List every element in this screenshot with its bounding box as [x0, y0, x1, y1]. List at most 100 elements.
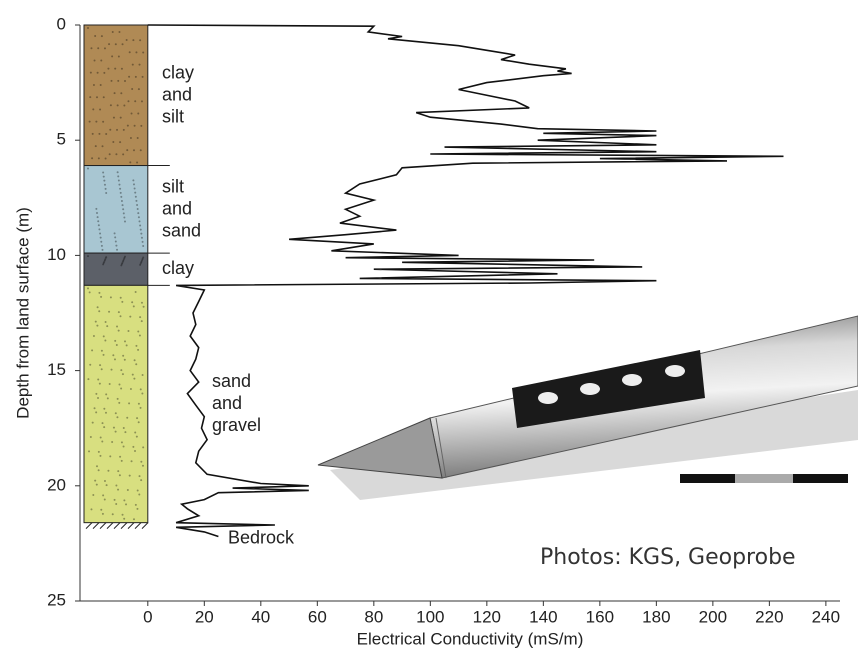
texture-dot: [131, 373, 134, 376]
texture-dot: [92, 493, 95, 496]
texture-dot: [122, 212, 125, 215]
texture-dot: [121, 513, 124, 516]
texture-dot: [103, 183, 106, 186]
texture-dot: [103, 71, 106, 74]
y-tick-label: 0: [57, 14, 66, 33]
texture-dot: [135, 435, 138, 438]
texture-dot: [92, 334, 95, 337]
texture-dot: [90, 508, 93, 511]
texture-dot: [126, 489, 129, 492]
bedrock-hatch: [120, 522, 128, 530]
texture-dot: [140, 232, 143, 235]
texture-dot: [105, 393, 108, 396]
texture-dot: [103, 47, 106, 50]
texture-dot: [109, 455, 112, 458]
texture-dot: [87, 378, 90, 381]
texture-dot: [89, 96, 92, 99]
texture-dot: [91, 349, 94, 352]
texture-dot: [133, 124, 136, 127]
x-tick-label: 220: [755, 607, 783, 626]
texture-dot: [95, 392, 98, 395]
texture-dot: [99, 436, 102, 439]
texture-dot: [120, 92, 123, 95]
texture-dot: [110, 368, 113, 371]
bedrock-hatch: [113, 522, 121, 530]
texture-dot: [99, 236, 102, 239]
y-tick-label: 10: [47, 245, 66, 264]
texture-dot: [121, 373, 124, 376]
texture-dot: [141, 240, 144, 243]
x-axis-label: Electrical Conductivity (mS/m): [357, 629, 584, 648]
texture-dot: [132, 518, 135, 521]
texture-dot: [122, 445, 125, 448]
texture-dot: [98, 291, 101, 294]
texture-dot: [115, 343, 118, 346]
texture-dot: [97, 220, 100, 223]
texture-dot: [97, 47, 100, 50]
texture-dot: [137, 402, 140, 405]
texture-dot: [132, 179, 135, 182]
texture-dot: [142, 305, 145, 308]
x-tick-label: 240: [812, 607, 840, 626]
texture-dot: [139, 224, 142, 227]
texture-dot: [112, 141, 115, 144]
texture-dot: [120, 264, 123, 267]
texture-dot: [94, 145, 97, 148]
texture-dot: [132, 39, 135, 42]
texture-dot: [135, 344, 138, 347]
y-tick-label: 25: [47, 590, 66, 609]
texture-dot: [115, 484, 118, 487]
texture-dot: [137, 88, 140, 91]
texture-dot: [126, 124, 129, 127]
texture-dot: [131, 301, 134, 304]
texture-dot: [105, 133, 108, 135]
texture-dot: [89, 71, 92, 74]
texture-dot: [114, 67, 117, 70]
texture-dot: [102, 494, 105, 497]
texture-dot: [109, 128, 112, 131]
texture-dot: [102, 171, 105, 174]
texture-dot: [92, 83, 95, 86]
texture-dot: [117, 179, 120, 182]
texture-dot: [141, 392, 144, 395]
texture-dot: [142, 244, 145, 247]
texture-dot: [114, 240, 117, 243]
texture-dot: [129, 315, 132, 318]
texture-dot: [116, 104, 119, 107]
texture-dot: [87, 27, 89, 29]
texture-dot: [123, 257, 126, 260]
texture-dot: [102, 263, 105, 266]
x-tick-label: 100: [416, 607, 444, 626]
texture-dot: [92, 108, 95, 111]
texture-dot: [122, 259, 125, 262]
texture-dot: [98, 228, 101, 231]
x-tick-label: 140: [529, 607, 557, 626]
texture-dot: [114, 43, 117, 46]
texture-dot: [126, 416, 129, 419]
texture-dot: [102, 120, 105, 123]
bedrock-hatch: [85, 522, 93, 530]
texture-dot: [120, 369, 123, 372]
texture-dot: [102, 96, 105, 99]
texture-dot: [117, 79, 120, 82]
texture-dot: [90, 47, 93, 50]
texture-dot: [123, 499, 126, 502]
texture-dot: [111, 55, 114, 58]
texture-dot: [98, 310, 101, 313]
texture-dot: [100, 240, 103, 243]
texture-dot: [100, 508, 103, 511]
texture-dot: [126, 149, 129, 152]
texture-dot: [116, 416, 119, 419]
texture-dot: [97, 469, 100, 472]
texture-dot: [106, 397, 109, 400]
texture-dot: [97, 157, 100, 160]
texture-dot: [88, 450, 91, 453]
bedrock-hatch: [141, 522, 149, 530]
texture-dot: [130, 112, 133, 115]
texture-dot: [87, 167, 89, 170]
y-tick-label: 15: [47, 360, 66, 379]
bedrock-hatch: [92, 522, 100, 530]
texture-dot: [120, 195, 123, 198]
texture-dot: [129, 387, 132, 390]
